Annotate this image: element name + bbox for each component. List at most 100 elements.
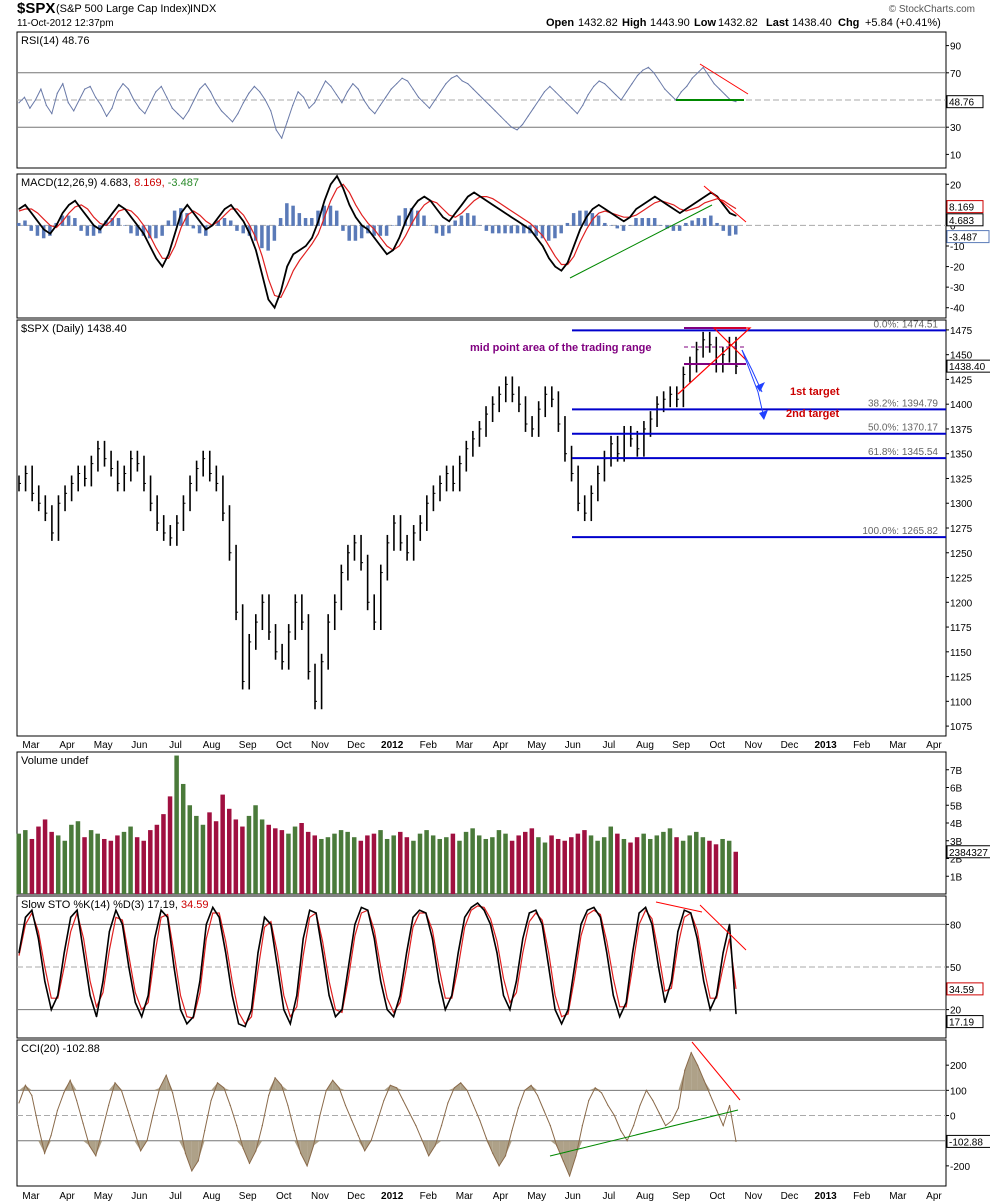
rsi-point bbox=[445, 83, 447, 85]
price-tick-label: 1450 bbox=[950, 351, 973, 362]
stochastic-point bbox=[599, 916, 601, 918]
stochastic-point bbox=[302, 938, 304, 940]
rsi-point bbox=[560, 96, 562, 98]
cci-point bbox=[543, 1109, 545, 1112]
macd-point bbox=[130, 216, 132, 218]
cci-point bbox=[364, 1150, 366, 1152]
macd-histogram-bar bbox=[409, 208, 414, 226]
volume-bar bbox=[404, 837, 410, 894]
cci-fill bbox=[703, 1080, 711, 1091]
cci-fill bbox=[563, 1140, 570, 1176]
cci-point bbox=[370, 1140, 372, 1142]
volume-tick-label: 6B bbox=[950, 784, 963, 795]
macd-histogram-bar bbox=[503, 225, 507, 234]
cci-point bbox=[498, 1165, 500, 1167]
macd-point bbox=[317, 220, 319, 222]
macd-histogram-bar bbox=[297, 213, 302, 226]
chart-exchange: INDX bbox=[190, 3, 217, 15]
stochastic-point bbox=[205, 923, 207, 926]
macd-histogram-bar bbox=[671, 225, 676, 231]
stochastic-point bbox=[683, 909, 685, 911]
ohlc-last-label: Last bbox=[766, 17, 789, 29]
stochastic-point bbox=[263, 916, 266, 918]
rsi-point bbox=[461, 80, 463, 82]
rsi-point bbox=[138, 107, 141, 109]
rsi-point bbox=[171, 107, 173, 109]
cci-point bbox=[530, 1084, 532, 1086]
rsi-point bbox=[357, 88, 359, 90]
volume-bar bbox=[661, 831, 666, 894]
stochastic-point bbox=[483, 909, 485, 911]
macd-histogram-bar bbox=[640, 218, 644, 226]
price-month-label: Dec bbox=[781, 740, 799, 751]
ohlc-open: 1432.82 bbox=[578, 17, 618, 29]
cci-point bbox=[236, 1124, 238, 1127]
volume-bar bbox=[141, 840, 146, 894]
stochastic-point bbox=[63, 952, 65, 954]
volume-bar bbox=[391, 835, 396, 894]
rsi-point bbox=[226, 115, 228, 117]
stochastic-k-line bbox=[18, 902, 737, 1028]
price-tick-label: 1275 bbox=[950, 524, 973, 535]
rsi-point bbox=[182, 118, 184, 120]
cci-panel bbox=[16, 1039, 947, 1187]
stochastic-d-value: 34.59 bbox=[949, 985, 974, 996]
macd-histogram-bar bbox=[359, 225, 364, 239]
volume-bar bbox=[29, 838, 35, 894]
volume-bar bbox=[49, 831, 54, 894]
rsi-point bbox=[56, 92, 58, 94]
volume-bar bbox=[647, 838, 653, 894]
macd-point bbox=[74, 200, 76, 202]
macd-point bbox=[510, 216, 513, 218]
macd-line bbox=[18, 174, 737, 310]
cci-fill bbox=[575, 1140, 583, 1156]
rsi-point bbox=[264, 99, 266, 101]
cci-point bbox=[18, 1102, 20, 1104]
bottom-month-label: Aug bbox=[203, 1191, 221, 1202]
stochastic-point bbox=[619, 1016, 621, 1018]
stochastic-d-value-box bbox=[946, 982, 984, 996]
macd-point bbox=[722, 204, 725, 206]
projection-path-2 bbox=[741, 349, 765, 419]
macd-point bbox=[149, 245, 151, 247]
macd-histogram-bar bbox=[609, 225, 613, 226]
volume-bar bbox=[634, 837, 640, 894]
cci-point bbox=[114, 1082, 116, 1084]
cci-point bbox=[351, 1119, 353, 1122]
rsi-point bbox=[724, 93, 726, 96]
rsi-point bbox=[155, 91, 157, 93]
second-target-label: 2nd target bbox=[786, 408, 840, 420]
price-tick-label: 1400 bbox=[950, 400, 973, 411]
rsi-point bbox=[89, 85, 91, 87]
macd-histogram-bar bbox=[353, 225, 358, 241]
rsi-point bbox=[313, 102, 316, 104]
macd-point bbox=[604, 208, 606, 210]
macd-histogram-bar bbox=[104, 220, 108, 226]
price-panel bbox=[16, 319, 947, 737]
stochastic-point bbox=[632, 952, 634, 954]
price-month-label: Apr bbox=[59, 740, 75, 751]
price-tick-label: 1375 bbox=[950, 425, 973, 436]
volume-bar bbox=[134, 837, 140, 894]
volume-bar bbox=[332, 833, 337, 894]
rsi-point bbox=[122, 83, 124, 85]
macd-histogram-bar bbox=[116, 218, 121, 226]
stochastic-point bbox=[270, 923, 272, 926]
rsi-point bbox=[341, 102, 343, 104]
macd-point bbox=[729, 212, 731, 214]
bottom-month-label: Aug bbox=[636, 1191, 654, 1202]
macd-histogram-bar bbox=[85, 225, 90, 236]
stochastic-point bbox=[354, 923, 356, 926]
rsi-point bbox=[669, 93, 671, 96]
stochastic-point bbox=[296, 994, 298, 997]
rsi-point bbox=[467, 83, 469, 85]
macd-histogram-bar bbox=[621, 225, 626, 231]
macd-histogram-bar bbox=[129, 225, 133, 234]
bottom-month-label: Mar bbox=[22, 1191, 40, 1202]
rsi-point bbox=[324, 80, 327, 82]
stochastic-point bbox=[212, 906, 214, 908]
volume-bar bbox=[490, 837, 495, 894]
cci-point bbox=[562, 1160, 564, 1162]
rsi-point bbox=[434, 99, 436, 101]
cci-point bbox=[37, 1124, 39, 1127]
